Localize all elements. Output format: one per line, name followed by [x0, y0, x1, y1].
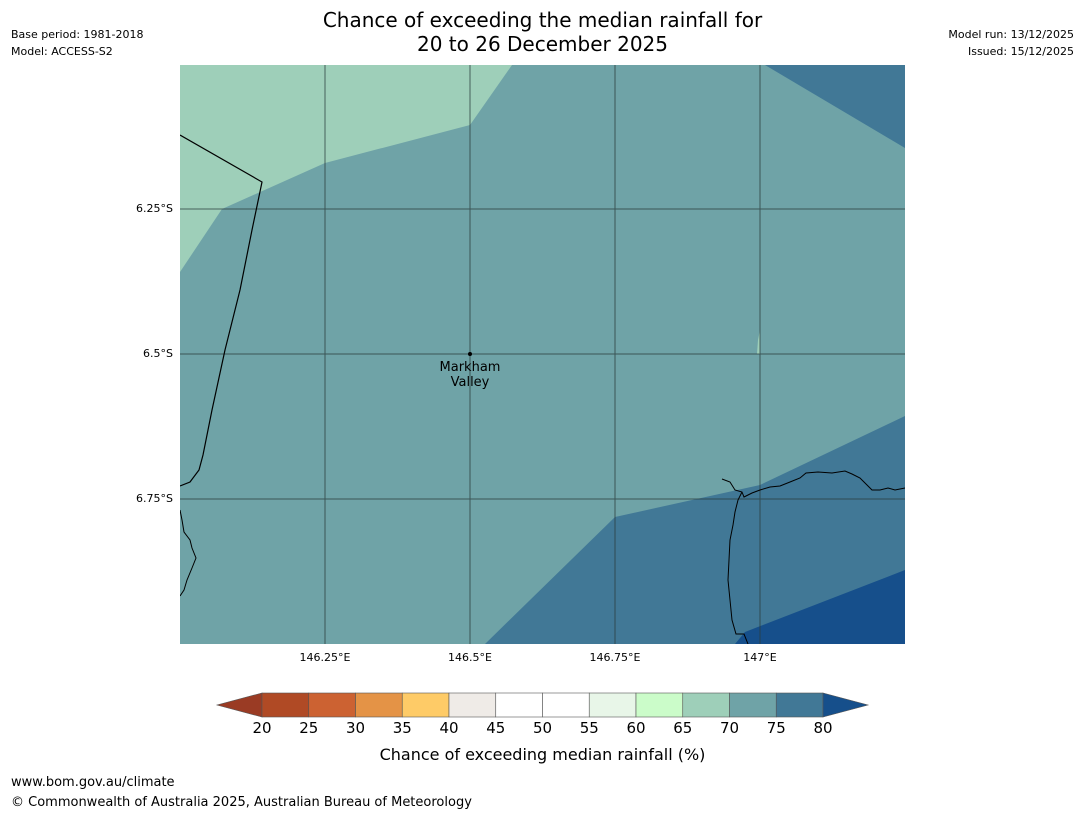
- place-label-line-1: Markham: [439, 360, 501, 375]
- title-line-2: 20 to 26 December 2025: [416, 32, 668, 56]
- model-run: Model run: 13/12/2025: [948, 28, 1074, 41]
- colorbar-bin-40: [448, 692, 497, 718]
- colorbar-bin-20: [261, 692, 310, 718]
- zone-75-80-ne: [765, 65, 905, 148]
- lat-label-675: 6.75°S: [136, 492, 173, 505]
- colorbar-title: Chance of exceeding median rainfall (%): [379, 745, 706, 764]
- zone-65-70: [180, 65, 512, 272]
- colorbar-tick-60: 60: [626, 719, 646, 737]
- meta-right: Model run: 13/12/2025 Issued: 15/12/2025: [948, 26, 1074, 60]
- colorbar-bin-75: [775, 692, 824, 718]
- speck: [757, 330, 760, 354]
- model-name: Model: ACCESS-S2: [11, 45, 113, 58]
- colorbar-tick-20: 20: [252, 719, 272, 737]
- coastline-east: [721, 470, 905, 498]
- colorbar-tick-45: 45: [486, 719, 506, 737]
- place-label: Markham Valley: [420, 360, 520, 390]
- colorbar-bin-70: [729, 692, 777, 718]
- colorbar-bin-60: [635, 692, 684, 718]
- colorbar-tick-35: 35: [392, 719, 412, 737]
- coastline-west: [180, 509, 197, 597]
- colorbar-bin-50: [542, 692, 590, 718]
- colorbar-tick-80: 80: [813, 719, 833, 737]
- colorbar-tick-40: 40: [439, 719, 459, 737]
- lon-label-1465: 146.5°E: [448, 651, 492, 664]
- colorbar-tick-25: 25: [299, 719, 319, 737]
- lon-label-14625: 146.25°E: [299, 651, 351, 664]
- lat-label-625: 6.25°S: [136, 202, 173, 215]
- lat-label-650: 6.5°S: [143, 347, 173, 360]
- coastline-gulf: [727, 491, 749, 644]
- colorbar-bin-35: [401, 692, 450, 718]
- place-marker: [468, 352, 472, 356]
- map-title: Chance of exceeding the median rainfall …: [0, 8, 1085, 56]
- footer-url[interactable]: www.bom.gov.au/climate: [11, 775, 175, 790]
- footer-copyright: © Commonwealth of Australia 2025, Austra…: [11, 795, 472, 810]
- lon-label-147: 147°E: [743, 651, 777, 664]
- colorbar-bin-65: [682, 692, 730, 718]
- colorbar-tick-50: 50: [532, 719, 553, 737]
- zone-over-80: [735, 570, 905, 644]
- colorbar-tick-75: 75: [766, 719, 786, 737]
- colorbar-extend-under: [215, 692, 263, 718]
- base-period: Base period: 1981-2018: [11, 28, 144, 41]
- colorbar-bin-45: [495, 692, 543, 718]
- colorbar-bin-55: [588, 692, 637, 718]
- region-border: [180, 134, 263, 487]
- meta-left: Base period: 1981-2018 Model: ACCESS-S2: [11, 26, 143, 60]
- colorbar-bin-30: [355, 692, 403, 718]
- colorbar-tick-30: 30: [345, 719, 366, 737]
- issued-date: Issued: 15/12/2025: [967, 45, 1074, 58]
- colorbar-tick-70: 70: [719, 719, 740, 737]
- colorbar-tick-65: 65: [673, 719, 693, 737]
- zone-75-80-se: [485, 416, 905, 644]
- colorbar-bin-25: [308, 692, 356, 718]
- colorbar-extend-over: [822, 692, 870, 718]
- place-label-line-2: Valley: [450, 375, 490, 390]
- colorbar-tick-55: 55: [579, 719, 599, 737]
- lon-label-14675: 146.75°E: [589, 651, 641, 664]
- title-line-1: Chance of exceeding the median rainfall …: [322, 8, 763, 32]
